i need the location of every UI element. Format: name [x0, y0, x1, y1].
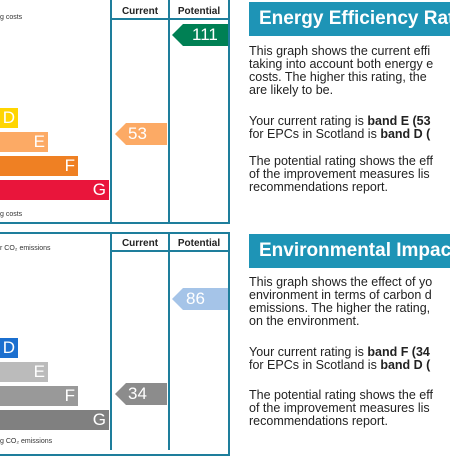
energy-potential-heading: Potential — [177, 6, 221, 17]
band-letter: F — [64, 386, 75, 405]
band-letter: G — [92, 410, 106, 429]
text-line: environment in terms of carbon d — [249, 288, 432, 302]
environmental-potential-heading: Potential — [177, 238, 221, 249]
environmental-band-e: E — [0, 362, 48, 382]
environmental-potential-arrow-fill — [172, 288, 228, 310]
text-line: recommendations report. — [249, 414, 388, 428]
scotland-band-text: band D ( — [380, 358, 431, 372]
environmental-current-arrow: 34 — [115, 383, 167, 405]
text-line: Your current rating is band E (53 — [249, 115, 431, 128]
text-line: of the improvement measures lis — [249, 167, 430, 181]
energy-current-heading: Current — [121, 6, 159, 17]
energy-current-arrow-shape — [115, 123, 167, 145]
environmental-potential-value: 86 — [186, 289, 205, 308]
text-segment: Your current rating is — [249, 345, 368, 359]
environmental-header-rule — [110, 250, 228, 252]
environmental-potential-arrow-shape — [172, 288, 228, 310]
environmental-current-arrow-fill — [115, 383, 167, 405]
energy-header-rule — [110, 18, 228, 20]
environmental-current-value: 34 — [128, 384, 147, 403]
environmental-current-arrow-shape — [115, 383, 167, 405]
band-letter: F — [64, 156, 75, 175]
text-segment: Your current rating is — [249, 114, 368, 128]
energy-band-e: E — [0, 132, 48, 152]
energy-band-g: G — [0, 180, 109, 200]
energy-top-caption: g costs — [0, 14, 23, 21]
band-letter: G — [92, 180, 106, 199]
text-line: The potential rating shows the eff — [249, 154, 433, 168]
energy-band-d: D — [0, 108, 18, 128]
current-band-text: band E (53 — [367, 114, 431, 128]
text-line: This graph shows the current effi — [249, 44, 431, 58]
environmental-potential-rating-text: The potential rating shows the eff of th… — [249, 389, 433, 428]
text-line: Your current rating is band F (34 — [249, 346, 430, 359]
energy-section-header: Energy Efficiency Rat — [249, 2, 450, 36]
current-band-text: band F (34 — [367, 345, 430, 359]
energy-potential-value: 111 — [192, 25, 218, 44]
environmental-top-caption: r CO₂ emissions — [0, 245, 51, 252]
band-letter: E — [33, 362, 45, 381]
environmental-current-heading: Current — [121, 238, 159, 249]
energy-bottom-caption: g costs — [0, 211, 23, 218]
scotland-band-text: band D ( — [380, 127, 431, 141]
text-segment: for EPCs in Scotland is — [249, 358, 381, 372]
energy-potential-arrow-fill — [172, 24, 228, 46]
environmental-potential-arrow: 86 — [172, 288, 228, 310]
environmental-description: This graph shows the effect of yo enviro… — [249, 276, 432, 328]
text-line: emissions. The higher the rating, — [249, 301, 431, 315]
energy-col-divider-1 — [110, 0, 112, 222]
energy-col-divider-2 — [168, 0, 170, 222]
band-letter: D — [2, 338, 15, 357]
energy-potential-arrow: 111 — [172, 24, 228, 46]
environmental-col-divider-1 — [110, 234, 112, 450]
energy-potential-arrow-shape — [172, 24, 228, 46]
text-line: This graph shows the effect of yo — [249, 275, 433, 289]
environmental-band-d: D — [0, 338, 18, 358]
text-line: for EPCs in Scotland is band D ( — [249, 359, 430, 372]
band-letter: E — [33, 132, 45, 151]
energy-band-f: F — [0, 156, 78, 176]
text-line: are likely to be. — [249, 83, 334, 97]
environmental-col-divider-2 — [168, 234, 170, 450]
energy-current-arrow: 53 — [115, 123, 167, 145]
energy-description: This graph shows the current effi taking… — [249, 45, 433, 97]
text-line: recommendations report. — [249, 180, 388, 194]
environmental-bottom-caption: g CO₂ emissions — [0, 438, 53, 445]
band-letter: D — [2, 108, 15, 127]
environmental-band-g: G — [0, 410, 109, 430]
text-segment: for EPCs in Scotland is — [249, 127, 381, 141]
energy-current-arrow-fill — [115, 123, 167, 145]
energy-current-value: 53 — [128, 124, 147, 143]
text-line: of the improvement measures lis — [249, 401, 430, 415]
energy-potential-rating-text: The potential rating shows the eff of th… — [249, 155, 433, 194]
text-line: The potential rating shows the eff — [249, 388, 433, 402]
text-line: taking into account both energy e — [249, 57, 434, 71]
text-line: for EPCs in Scotland is band D ( — [249, 128, 431, 141]
text-line: on the environment. — [249, 314, 360, 328]
environmental-section-header: Environmental Impact — [249, 234, 450, 268]
energy-current-rating-text: Your current rating is band E (53 for EP… — [249, 115, 431, 141]
energy-chart-frame — [0, 0, 230, 224]
environmental-band-f: F — [0, 386, 78, 406]
environmental-current-rating-text: Your current rating is band F (34 for EP… — [249, 346, 430, 372]
text-line: costs. The higher this rating, the — [249, 70, 427, 84]
